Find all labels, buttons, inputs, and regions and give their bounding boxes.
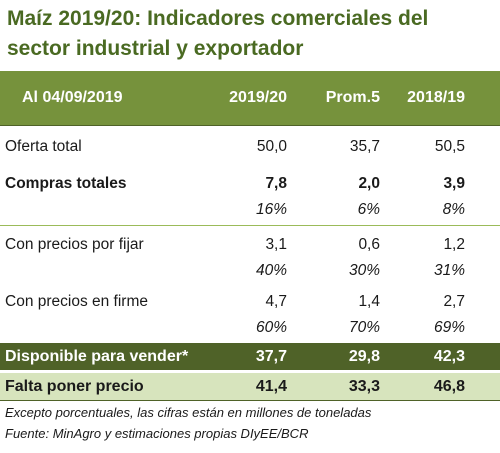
cell-2019-20: 3,1	[265, 236, 287, 253]
row-label: Falta poner precio	[5, 378, 144, 395]
row-precios-en-firme: Con precios en firme 4,7 1,4 2,7	[0, 290, 500, 314]
cell-prom5: 33,3	[348, 378, 380, 395]
row-precios-por-fijar: Con precios por fijar 3,1 0,6 1,2	[0, 233, 500, 257]
cell-2018-19: 3,9	[443, 175, 465, 192]
cell-2019-20: 60%	[255, 319, 287, 336]
row-falta-poner-precio: Falta poner precio 41,4 33,3 46,8	[0, 373, 500, 401]
cell-2018-19: 2,7	[443, 293, 465, 310]
cell-2019-20: 4,7	[265, 293, 287, 310]
cell-2019-20: 40%	[255, 262, 287, 279]
row-compras-totales: Compras totales 7,8 2,0 3,9	[0, 172, 500, 196]
row-label: Oferta total	[5, 138, 82, 155]
footnote-units: Excepto porcentuales, las cifras están e…	[5, 405, 372, 420]
cell-2018-19: 42,3	[433, 348, 465, 365]
table-header: Al 04/09/2019 2019/20 Prom.5 2018/19	[0, 71, 500, 126]
cell-2018-19: 8%	[442, 201, 465, 218]
table-title: Maíz 2019/20: Indicadores comerciales de…	[7, 7, 429, 60]
cell-2019-20: 41,4	[255, 378, 287, 395]
cell-2019-20: 7,8	[265, 175, 287, 192]
row-oferta-total: Oferta total 50,0 35,7 50,5	[0, 135, 500, 159]
header-col-2018-19: 2018/19	[407, 89, 465, 106]
cell-2018-19: 1,2	[443, 236, 465, 253]
row-label: Disponible para vender*	[5, 348, 189, 365]
row-divider	[0, 225, 500, 226]
row-label: Compras totales	[5, 175, 127, 192]
cell-prom5: 29,8	[348, 348, 380, 365]
cell-prom5: 6%	[357, 201, 380, 218]
footnote-source: Fuente: MinAgro y estimaciones propias D…	[5, 426, 309, 441]
cell-prom5: 35,7	[349, 138, 380, 155]
row-compras-pct: 16% 6% 8%	[0, 198, 500, 222]
cell-2018-19: 46,8	[433, 378, 465, 395]
cell-prom5: 2,0	[358, 175, 380, 192]
cell-2018-19: 31%	[433, 262, 465, 279]
header-col-2019-20: 2019/20	[229, 89, 287, 106]
cell-prom5: 0,6	[358, 236, 380, 253]
cell-prom5: 1,4	[358, 293, 380, 310]
header-col-prom5: Prom.5	[325, 89, 380, 106]
cell-2018-19: 69%	[433, 319, 465, 336]
row-precios-en-firme-pct: 60% 70% 69%	[0, 316, 500, 340]
header-date: Al 04/09/2019	[22, 89, 123, 106]
row-disponible-para-vender: Disponible para vender* 37,7 29,8 42,3	[0, 343, 500, 370]
cell-2018-19: 50,5	[434, 138, 465, 155]
cell-prom5: 70%	[348, 319, 380, 336]
cell-prom5: 30%	[348, 262, 380, 279]
cell-2019-20: 37,7	[255, 348, 287, 365]
row-label: Con precios en firme	[5, 293, 149, 310]
cell-2019-20: 16%	[255, 201, 287, 218]
row-label: Con precios por fijar	[5, 236, 144, 253]
cell-2019-20: 50,0	[256, 138, 287, 155]
row-precios-por-fijar-pct: 40% 30% 31%	[0, 259, 500, 283]
